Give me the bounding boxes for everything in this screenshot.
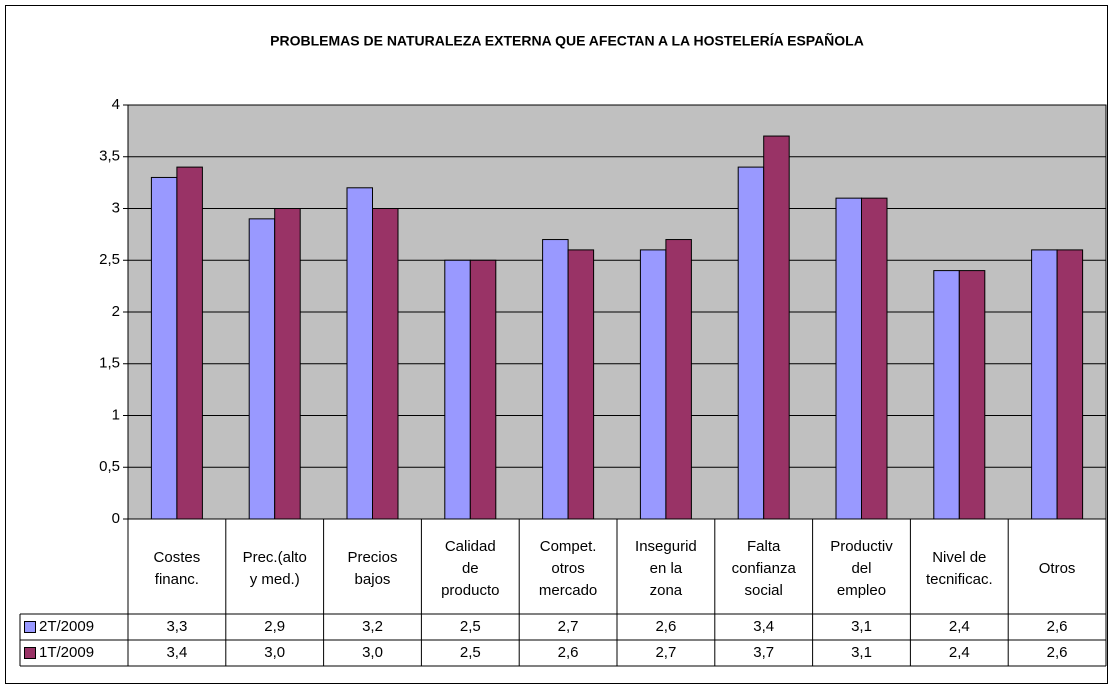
bar xyxy=(444,259,471,520)
table-value: 2,6 xyxy=(1046,644,1068,661)
bar xyxy=(1031,249,1058,520)
category-label: Prec.(alto y med.) xyxy=(242,548,307,588)
y-tick-label: 4 xyxy=(112,96,120,113)
bar xyxy=(639,249,667,520)
legend-label: 1T/2009 xyxy=(39,644,95,661)
y-tick-label: 1,5 xyxy=(99,355,120,372)
table-value: 3,0 xyxy=(264,644,286,661)
table-value: 3,1 xyxy=(851,644,872,661)
bar xyxy=(665,239,692,520)
legend-key xyxy=(24,647,36,659)
bar xyxy=(835,197,862,520)
bar xyxy=(763,135,790,520)
bar xyxy=(274,208,301,520)
bar xyxy=(372,208,399,520)
y-tick-label: 2,5 xyxy=(99,251,120,268)
table-value: 2,7 xyxy=(655,644,677,661)
legend-key xyxy=(24,621,36,633)
table-value: 3,7 xyxy=(753,644,775,661)
table-value: 2,6 xyxy=(655,618,677,635)
bar xyxy=(861,197,888,520)
bar xyxy=(248,218,276,520)
table-value: 3,4 xyxy=(753,618,775,635)
bar xyxy=(176,166,203,520)
legend-entry: 1T/2009 xyxy=(20,640,128,666)
category-label: Costes financ. xyxy=(153,548,201,588)
table-value: 2,5 xyxy=(459,618,481,635)
y-tick-label: 2 xyxy=(112,303,120,320)
legend-entry: 2T/2009 xyxy=(20,614,128,640)
bar xyxy=(1056,249,1084,520)
table-value: 3,4 xyxy=(166,644,188,661)
table-value: 2,6 xyxy=(1046,618,1068,635)
y-tick-label: 3 xyxy=(112,199,120,216)
table-value: 2,4 xyxy=(948,618,970,635)
bar xyxy=(958,270,986,520)
bar xyxy=(933,270,960,520)
category-label: Nivel de tecnificac. xyxy=(925,548,993,588)
category-label: Productiv del empleo xyxy=(830,537,893,599)
table-value: 2,9 xyxy=(264,618,286,635)
bar xyxy=(469,259,497,520)
category-label: Falta confianza social xyxy=(731,537,796,599)
category-label: Calidad de producto xyxy=(441,537,500,599)
table-value: 2,5 xyxy=(459,644,481,661)
chart-title: PROBLEMAS DE NATURALEZA EXTERNA QUE AFEC… xyxy=(270,32,864,49)
bar xyxy=(737,166,765,520)
category-label: Compet. otros mercado xyxy=(538,537,598,599)
bar xyxy=(542,239,569,520)
bar xyxy=(150,176,178,520)
y-tick-label: 1 xyxy=(112,406,120,423)
table-value: 3,0 xyxy=(362,644,383,661)
table-value: 2,4 xyxy=(948,644,970,661)
bar xyxy=(567,249,595,520)
category-label: Precios bajos xyxy=(347,548,398,588)
table-value: 3,1 xyxy=(851,618,872,635)
bar xyxy=(346,187,373,520)
table-value: 3,2 xyxy=(362,618,383,635)
legend-label: 2T/2009 xyxy=(39,618,95,635)
table-value: 2,7 xyxy=(557,618,579,635)
category-label: Otros xyxy=(1038,559,1076,577)
y-tick-label: 3,5 xyxy=(99,148,120,165)
y-tick-label: 0 xyxy=(112,510,120,527)
y-tick-label: 0,5 xyxy=(99,458,120,475)
table-value: 3,3 xyxy=(166,618,188,635)
category-label: Insegurid en la zona xyxy=(635,537,697,599)
table-value: 2,6 xyxy=(557,644,579,661)
